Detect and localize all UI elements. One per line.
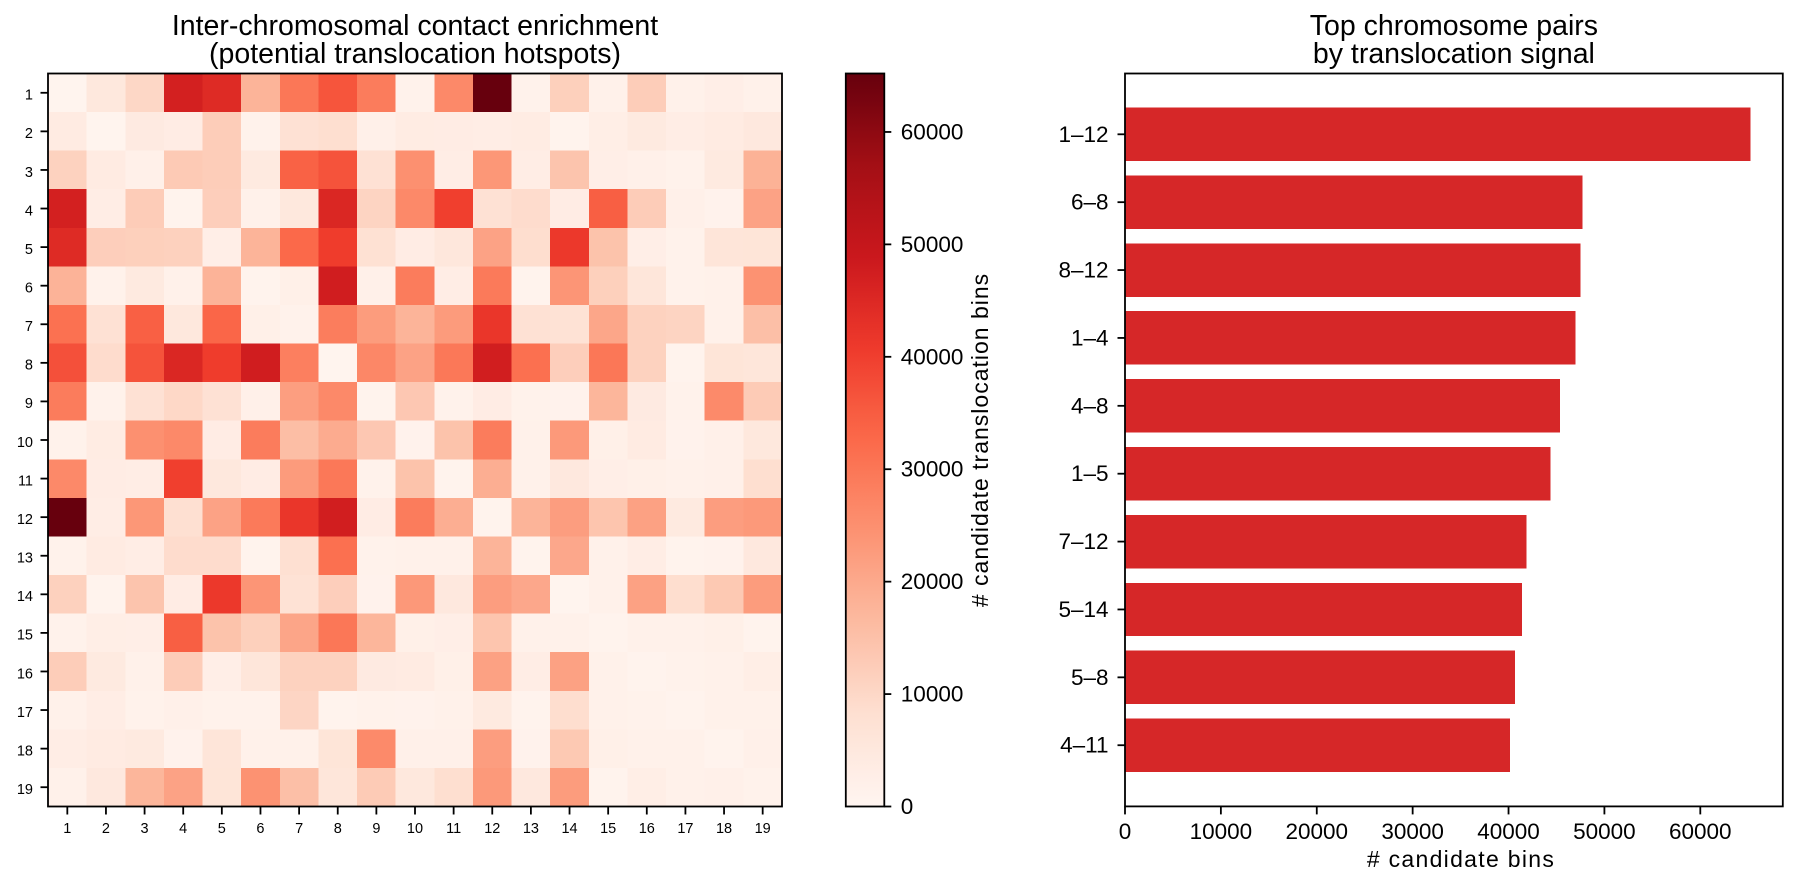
svg-text:30000: 30000 [1381,819,1444,844]
svg-text:6: 6 [25,280,33,296]
svg-text:9: 9 [372,821,380,837]
svg-text:10: 10 [17,435,33,451]
svg-text:(potential translocation hotsp: (potential translocation hotspots) [209,38,621,70]
svg-text:4–8: 4–8 [1071,393,1109,418]
svg-text:16: 16 [639,821,655,837]
svg-text:60000: 60000 [901,119,964,144]
svg-text:# candidate translocation bins: # candidate translocation bins [967,273,993,607]
svg-text:8: 8 [25,358,33,374]
svg-text:5–14: 5–14 [1058,597,1108,622]
svg-text:15: 15 [17,628,33,644]
svg-text:50000: 50000 [1573,819,1636,844]
svg-text:8–12: 8–12 [1058,258,1108,283]
svg-text:19: 19 [755,821,771,837]
svg-text:12: 12 [484,821,500,837]
svg-text:11: 11 [446,821,461,837]
svg-text:15: 15 [600,821,616,837]
svg-text:3: 3 [25,165,33,181]
svg-text:17: 17 [677,821,693,837]
svg-text:19: 19 [17,782,33,798]
svg-text:10000: 10000 [1190,819,1253,844]
svg-text:1–5: 1–5 [1071,461,1109,486]
svg-text:7: 7 [295,821,303,837]
svg-text:13: 13 [523,821,539,837]
svg-text:18: 18 [716,821,732,837]
svg-text:17: 17 [17,705,33,721]
svg-text:3: 3 [141,821,149,837]
svg-text:1: 1 [63,821,71,837]
svg-text:4–11: 4–11 [1060,733,1108,758]
svg-text:30000: 30000 [901,457,964,482]
svg-text:11: 11 [18,473,33,489]
svg-text:2: 2 [25,126,33,142]
svg-text:5: 5 [218,821,226,837]
svg-text:14: 14 [17,589,33,605]
svg-text:40000: 40000 [901,344,964,369]
svg-text:2: 2 [102,821,110,837]
svg-text:6–8: 6–8 [1071,190,1109,215]
svg-text:13: 13 [17,551,33,567]
svg-text:5–8: 5–8 [1071,665,1109,690]
svg-text:7: 7 [25,319,33,335]
svg-text:12: 12 [17,512,33,528]
svg-text:40000: 40000 [1477,819,1540,844]
svg-text:8: 8 [334,821,342,837]
svg-text:14: 14 [561,821,577,837]
svg-text:4: 4 [179,821,187,837]
svg-text:20000: 20000 [901,569,964,594]
svg-text:18: 18 [17,743,33,759]
svg-text:10: 10 [407,821,423,837]
svg-text:5: 5 [25,242,33,258]
svg-text:1–4: 1–4 [1071,325,1109,350]
svg-text:Inter-chromosomal contact enri: Inter-chromosomal contact enrichment [172,10,658,42]
svg-text:9: 9 [25,396,33,412]
svg-text:6: 6 [256,821,264,837]
svg-text:by translocation signal: by translocation signal [1313,38,1595,70]
svg-text:1–12: 1–12 [1058,122,1108,147]
svg-text:1: 1 [25,88,33,104]
svg-text:# candidate bins: # candidate bins [1367,846,1555,872]
svg-text:10000: 10000 [901,682,964,707]
svg-text:60000: 60000 [1669,819,1732,844]
svg-text:7–12: 7–12 [1058,529,1108,554]
svg-text:4: 4 [25,203,33,219]
svg-text:20000: 20000 [1285,819,1348,844]
svg-text:50000: 50000 [901,232,964,257]
svg-text:Top chromosome pairs: Top chromosome pairs [1310,10,1598,42]
svg-text:0: 0 [901,794,914,819]
svg-text:16: 16 [17,666,33,682]
svg-text:0: 0 [1119,819,1132,844]
